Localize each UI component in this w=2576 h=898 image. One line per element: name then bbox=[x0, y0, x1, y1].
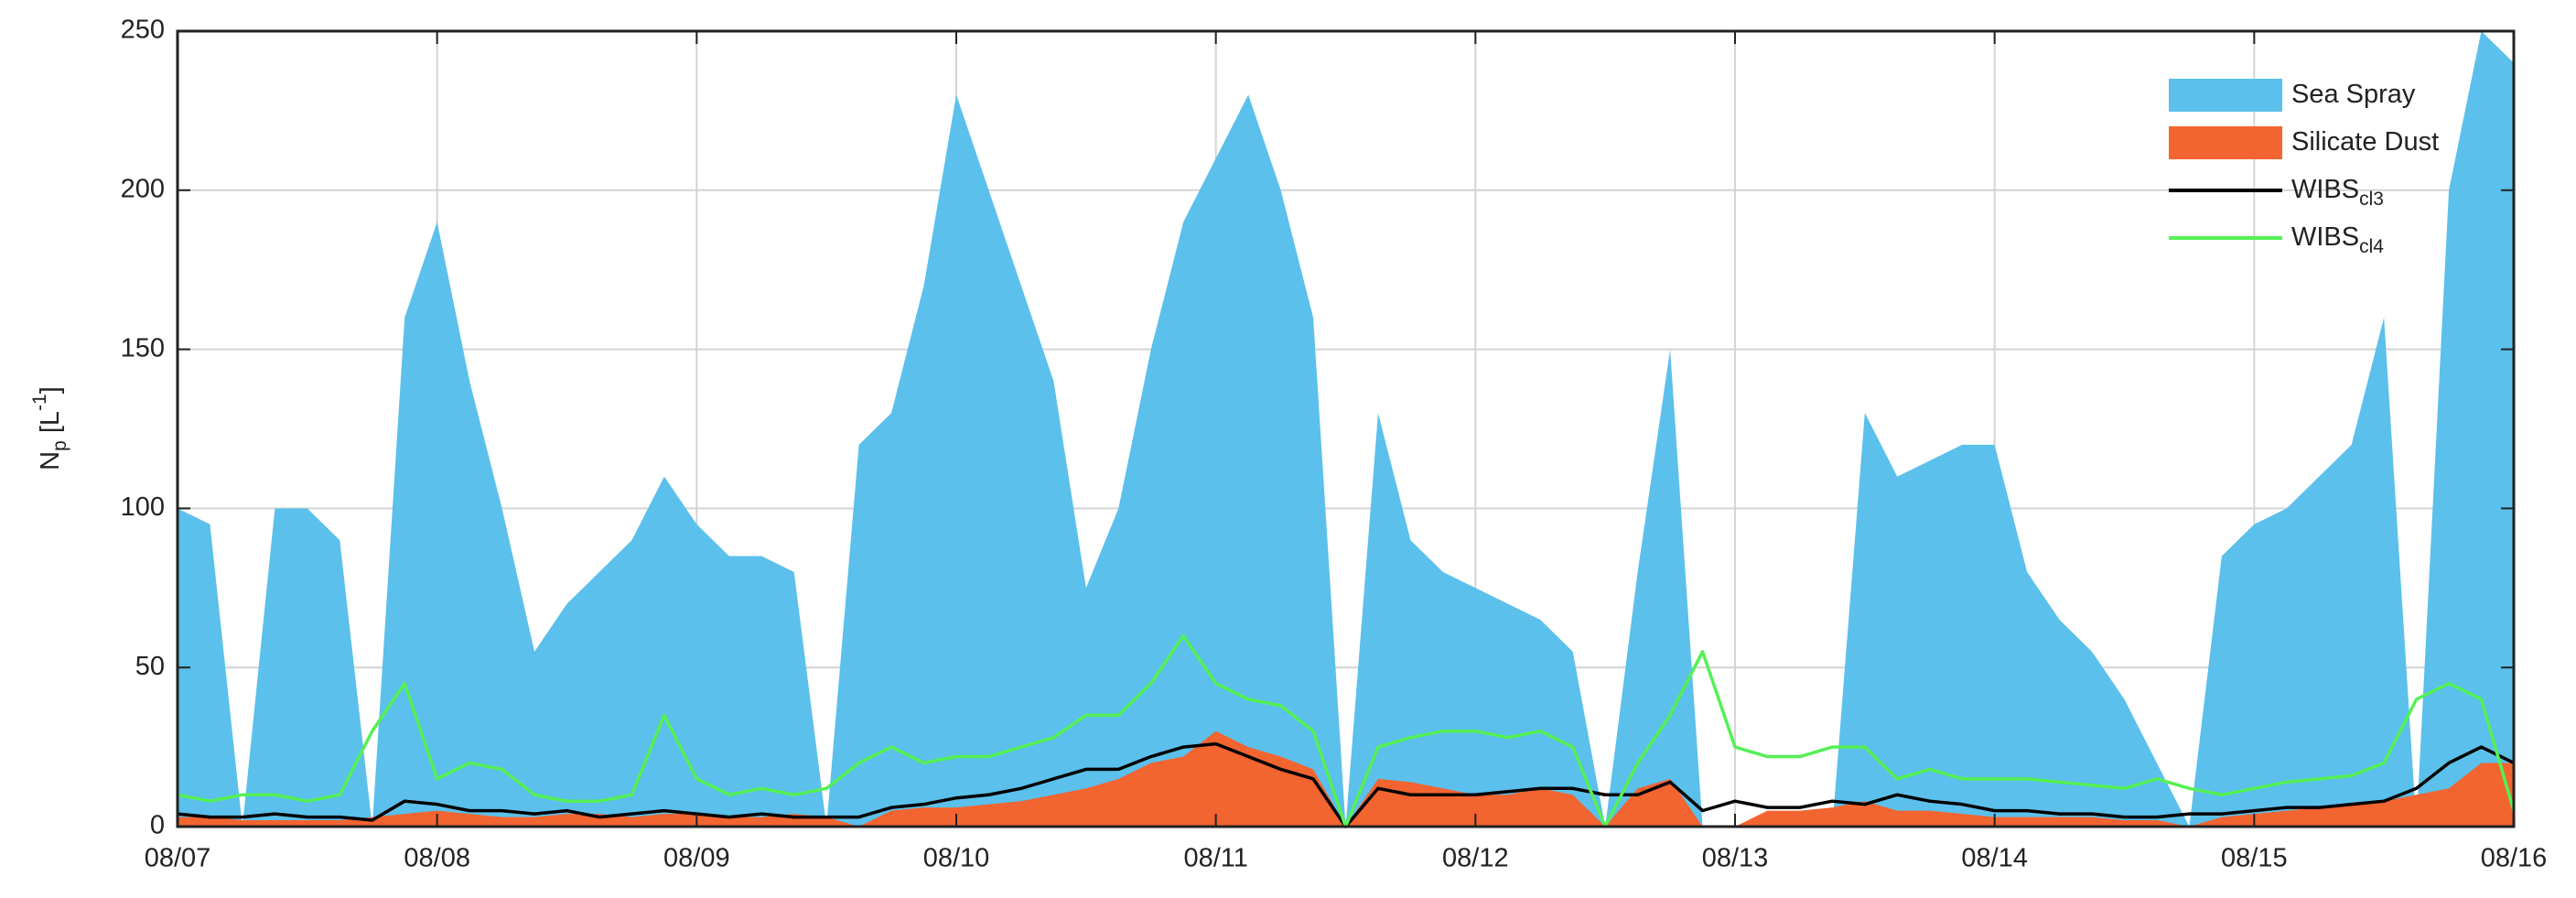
x-tick-label: 08/12 bbox=[1442, 844, 1509, 873]
x-tick-label: 08/16 bbox=[2481, 844, 2548, 873]
legend-label: WIBScl3 bbox=[2291, 175, 2384, 210]
legend-swatch bbox=[2169, 126, 2282, 159]
legend-label: Silicate Dust bbox=[2291, 127, 2439, 157]
x-tick-label: 08/15 bbox=[2221, 844, 2288, 873]
x-tick-label: 08/07 bbox=[145, 844, 211, 873]
legend-name: Sea Spray bbox=[2291, 80, 2416, 109]
y-axis-label: Np [L-1] bbox=[29, 386, 70, 471]
y-tick-label: 250 bbox=[121, 16, 165, 45]
plot-frame bbox=[176, 29, 2516, 828]
area bbox=[178, 730, 2514, 827]
y-label-base: N bbox=[36, 451, 65, 471]
x-tick-label: 08/11 bbox=[1183, 844, 1247, 873]
legend-name: WIBS bbox=[2291, 175, 2359, 204]
area bbox=[178, 31, 2514, 827]
x-tick-label: 08/10 bbox=[923, 844, 990, 873]
x-tick-label: 08/14 bbox=[1961, 844, 2028, 873]
y-label-sup: -1 bbox=[29, 394, 50, 411]
legend-subscript: cl3 bbox=[2359, 189, 2384, 210]
y-tick-label: 100 bbox=[121, 492, 165, 522]
x-tick-label: 08/13 bbox=[1702, 844, 1769, 873]
x-tick-label: 08/09 bbox=[663, 844, 730, 873]
y-tick-label: 0 bbox=[150, 811, 165, 840]
legend-swatch bbox=[2169, 79, 2282, 112]
y-label-end: ] bbox=[36, 386, 65, 394]
y-label-sub: p bbox=[49, 440, 70, 451]
y-tick-label: 50 bbox=[135, 652, 165, 681]
legend-subscript: cl4 bbox=[2359, 236, 2384, 257]
legend-label: Sea Spray bbox=[2291, 80, 2416, 109]
x-tick-label: 08/08 bbox=[404, 844, 470, 873]
legend-name: Silicate Dust bbox=[2291, 127, 2439, 157]
y-label-mid: [L bbox=[36, 411, 65, 440]
legend-label: WIBScl4 bbox=[2291, 222, 2384, 257]
y-tick-label: 150 bbox=[121, 333, 165, 362]
y-tick-label: 200 bbox=[121, 174, 165, 203]
legend-name: WIBS bbox=[2291, 222, 2359, 252]
